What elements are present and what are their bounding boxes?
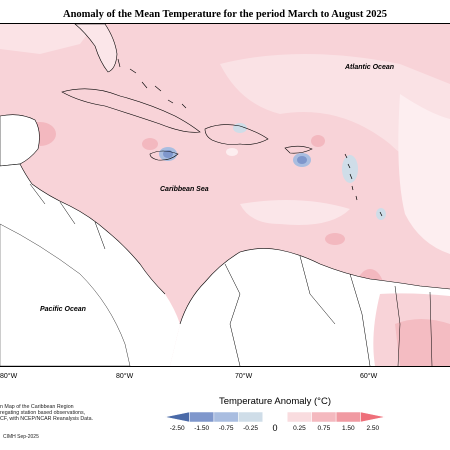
legend-swatch: [213, 411, 239, 423]
light-anomaly-patch: [220, 54, 450, 167]
map-title: Anomaly of the Mean Temperature for the …: [62, 9, 388, 20]
legend-swatch: [335, 411, 361, 423]
longitude-label: 80°W: [116, 373, 134, 380]
legend-tick-label: 1.50: [342, 425, 355, 432]
warm-anomaly-patch: [325, 233, 345, 245]
bahamas-outline: [117, 58, 187, 109]
light-anomaly-patch: [226, 148, 238, 156]
legend-swatch: [360, 411, 386, 423]
hispaniola-outline: [204, 124, 269, 145]
longitude-label: 60°W: [360, 373, 378, 380]
legend-swatch: [189, 411, 215, 423]
country-borders-central: [29, 183, 106, 250]
light-anomaly-patch: [398, 94, 450, 254]
florida-land: [74, 24, 118, 73]
legend-tick-label: -0.75: [218, 425, 234, 432]
light-anomaly-patch: [240, 200, 350, 225]
cuba-outline: [61, 88, 201, 133]
warm-anomaly-patch: [142, 138, 158, 150]
cool-anomaly-patch: [342, 155, 358, 183]
anomaly-map: [0, 24, 450, 366]
legend-swatch: [238, 411, 264, 423]
country-borders: [224, 255, 433, 366]
note-line: regating station based observations,: [0, 410, 86, 417]
light-anomaly-patch: [0, 24, 95, 54]
legend-tick-label: -0.25: [243, 425, 258, 432]
puerto-rico-outline: [284, 145, 313, 154]
atlantic-ocean-label: Atlantic Ocean: [345, 64, 395, 71]
map-area: Atlantic Ocean Caribbean Sea Pacific Oce…: [0, 23, 450, 367]
jamaica-outline: [149, 150, 179, 161]
legend-tick-label: -1.50: [194, 425, 210, 432]
yucatan-land: [0, 114, 40, 167]
longitude-label: 70°W: [235, 373, 253, 380]
legend-swatch: [311, 411, 337, 423]
legend-tick-label: 0.25: [293, 425, 306, 432]
pacific-ocean-label: Pacific Ocean: [40, 306, 86, 313]
cool-anomaly-patch: [297, 156, 307, 164]
legend-tick-label: 0.75: [317, 425, 331, 432]
note-line: CF, with NCEP/NCAR Reanalysis Data.: [0, 416, 94, 423]
legend-swatch: [286, 411, 312, 423]
map-note: n Map of the Caribbean Region regating s…: [0, 404, 140, 423]
legend-tick-label: 2.50: [366, 425, 380, 432]
note-line: n Map of the Caribbean Region: [0, 404, 74, 410]
guianas-warm-anomaly: [395, 319, 450, 366]
legend-tick-label: -2.50: [169, 425, 185, 432]
credit-text: CIMH Sep-2025: [3, 434, 39, 440]
legend-colorbar: [164, 411, 386, 423]
legend-swatch: [164, 411, 190, 423]
caribbean-sea-label: Caribbean Sea: [160, 186, 209, 193]
legend-tick-label: 0: [272, 423, 278, 433]
legend-title: Temperature Anomaly (°C): [218, 396, 332, 407]
pacific-area: [0, 223, 131, 366]
warm-anomaly-patch: [311, 135, 325, 147]
legend-swatch: [262, 411, 288, 423]
south-america-coast: [179, 248, 450, 325]
longitude-label: 80°W: [0, 373, 18, 380]
central-america-coast: [0, 163, 166, 295]
lesser-antilles-outline: [344, 153, 383, 217]
